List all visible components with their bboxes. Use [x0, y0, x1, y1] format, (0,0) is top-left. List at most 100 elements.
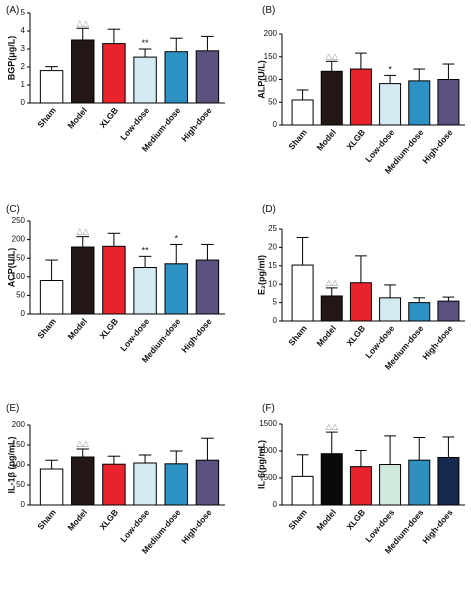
bar: [164, 463, 188, 506]
bar-group: [39, 259, 64, 315]
y-tick-label: 5: [21, 8, 26, 17]
bar: [408, 302, 431, 322]
bar: [291, 264, 314, 322]
bar: [349, 68, 372, 126]
x-tick-label: XLGB: [344, 127, 367, 152]
bar: [195, 459, 220, 506]
x-tick-label: Low-dose: [118, 507, 151, 544]
x-tick-label: Low-dose: [118, 316, 151, 353]
bar: [320, 453, 343, 506]
y-tick-label: 2: [21, 62, 26, 71]
y-tick-label: 1: [21, 80, 26, 89]
bar-group: [408, 297, 431, 322]
bar-group: [164, 450, 188, 506]
y-tick-label: 200: [12, 235, 26, 244]
bar-group: △△: [71, 227, 95, 315]
bar: [133, 462, 157, 506]
bar-group: △△: [320, 422, 343, 506]
bar-group: [379, 435, 402, 506]
x-tick-label: Sham: [35, 316, 58, 340]
x-tick-label: Sham: [286, 507, 309, 531]
bar: [349, 282, 372, 322]
significance-label: △△: [326, 51, 339, 60]
bar: [437, 79, 460, 126]
x-tick-label: XLGB: [97, 507, 120, 532]
significance-label: *: [388, 64, 392, 74]
panel-letter: (C): [6, 204, 20, 215]
bar: [39, 468, 64, 506]
bar-group: [349, 255, 372, 322]
panel-letter: (D): [262, 204, 276, 215]
y-axis-title: IL-1β (pg/mL): [6, 437, 16, 494]
x-tick-label: Sham: [286, 323, 309, 347]
x-tick-label: Model: [315, 127, 338, 152]
y-tick-label: 150: [264, 52, 278, 61]
bar-group: △△: [320, 278, 343, 322]
bar-group: [291, 454, 314, 506]
x-tick-label: High-does: [420, 507, 455, 545]
panel-c: (C) ACP(U/L) 0 50 100 150 200 250 Sham △△ Model XLG…: [6, 204, 225, 365]
bar-group: [437, 436, 460, 506]
bar: [71, 39, 95, 104]
bar: [437, 300, 460, 322]
y-tick-label: 3: [21, 44, 26, 53]
significance-label: △△: [326, 278, 339, 287]
bar-group: [39, 66, 64, 104]
y-tick-label: 250: [12, 216, 26, 225]
significance-label: *: [174, 233, 178, 243]
panel-letter: (B): [262, 5, 275, 16]
x-tick-label: XLGB: [97, 105, 120, 130]
y-tick-label: 1000: [259, 446, 277, 455]
significance-label: △△: [326, 422, 339, 431]
bar: [102, 43, 126, 104]
bar: [39, 70, 64, 104]
bar: [379, 464, 402, 506]
y-tick-label: 200: [264, 29, 278, 38]
y-tick-label: 1500: [259, 419, 277, 428]
bar: [102, 463, 126, 506]
bar-group: [437, 296, 460, 322]
bar: [291, 99, 314, 126]
x-tick-label: Model: [66, 507, 89, 532]
bar: [133, 56, 157, 104]
bar: [349, 466, 372, 506]
x-tick-label: XLGB: [344, 507, 367, 532]
y-tick-label: 0: [273, 120, 278, 129]
y-tick-label: 5: [273, 298, 278, 307]
bar: [320, 295, 343, 322]
y-axis-title: ALP(U/L): [256, 60, 266, 99]
bar: [437, 456, 460, 506]
bar-group: **: [133, 38, 157, 104]
panel-letter: (F): [262, 403, 275, 414]
x-tick-label: High-dose: [179, 507, 214, 545]
y-axis-title: BGP(μg/L): [6, 36, 16, 81]
y-tick-label: 0: [273, 316, 278, 325]
bar-group: △△: [71, 18, 95, 104]
y-tick-label: 50: [16, 480, 25, 489]
x-tick-label: XLGB: [344, 323, 367, 348]
x-tick-label: Model: [66, 316, 89, 341]
bar-group: [195, 437, 220, 506]
bar: [71, 456, 95, 506]
x-tick-label: High-dose: [179, 105, 214, 143]
y-tick-label: 50: [16, 291, 25, 300]
bar-group: △△: [71, 439, 95, 506]
bar: [71, 246, 95, 315]
y-axis-title: IL-6(pg/mL): [256, 440, 266, 489]
y-tick-label: 100: [12, 272, 26, 281]
y-tick-label: 500: [264, 473, 278, 482]
bar: [195, 50, 220, 104]
bar: [164, 263, 188, 315]
y-tick-label: 150: [12, 253, 26, 262]
bar-group: [164, 37, 188, 104]
y-tick-label: 4: [21, 26, 26, 35]
x-tick-label: High-dose: [179, 316, 214, 354]
y-tick-label: 100: [264, 75, 278, 84]
bar: [320, 70, 343, 126]
x-tick-label: Low-dose: [118, 105, 151, 142]
y-tick-label: 50: [268, 97, 277, 106]
x-tick-label: Model: [66, 105, 89, 130]
panel-e: (E) IL-1β (pg/mL) 0 50 100 150 200 Sham △△ Model X…: [6, 403, 225, 556]
bar: [408, 80, 431, 126]
bar-group: [102, 232, 126, 315]
